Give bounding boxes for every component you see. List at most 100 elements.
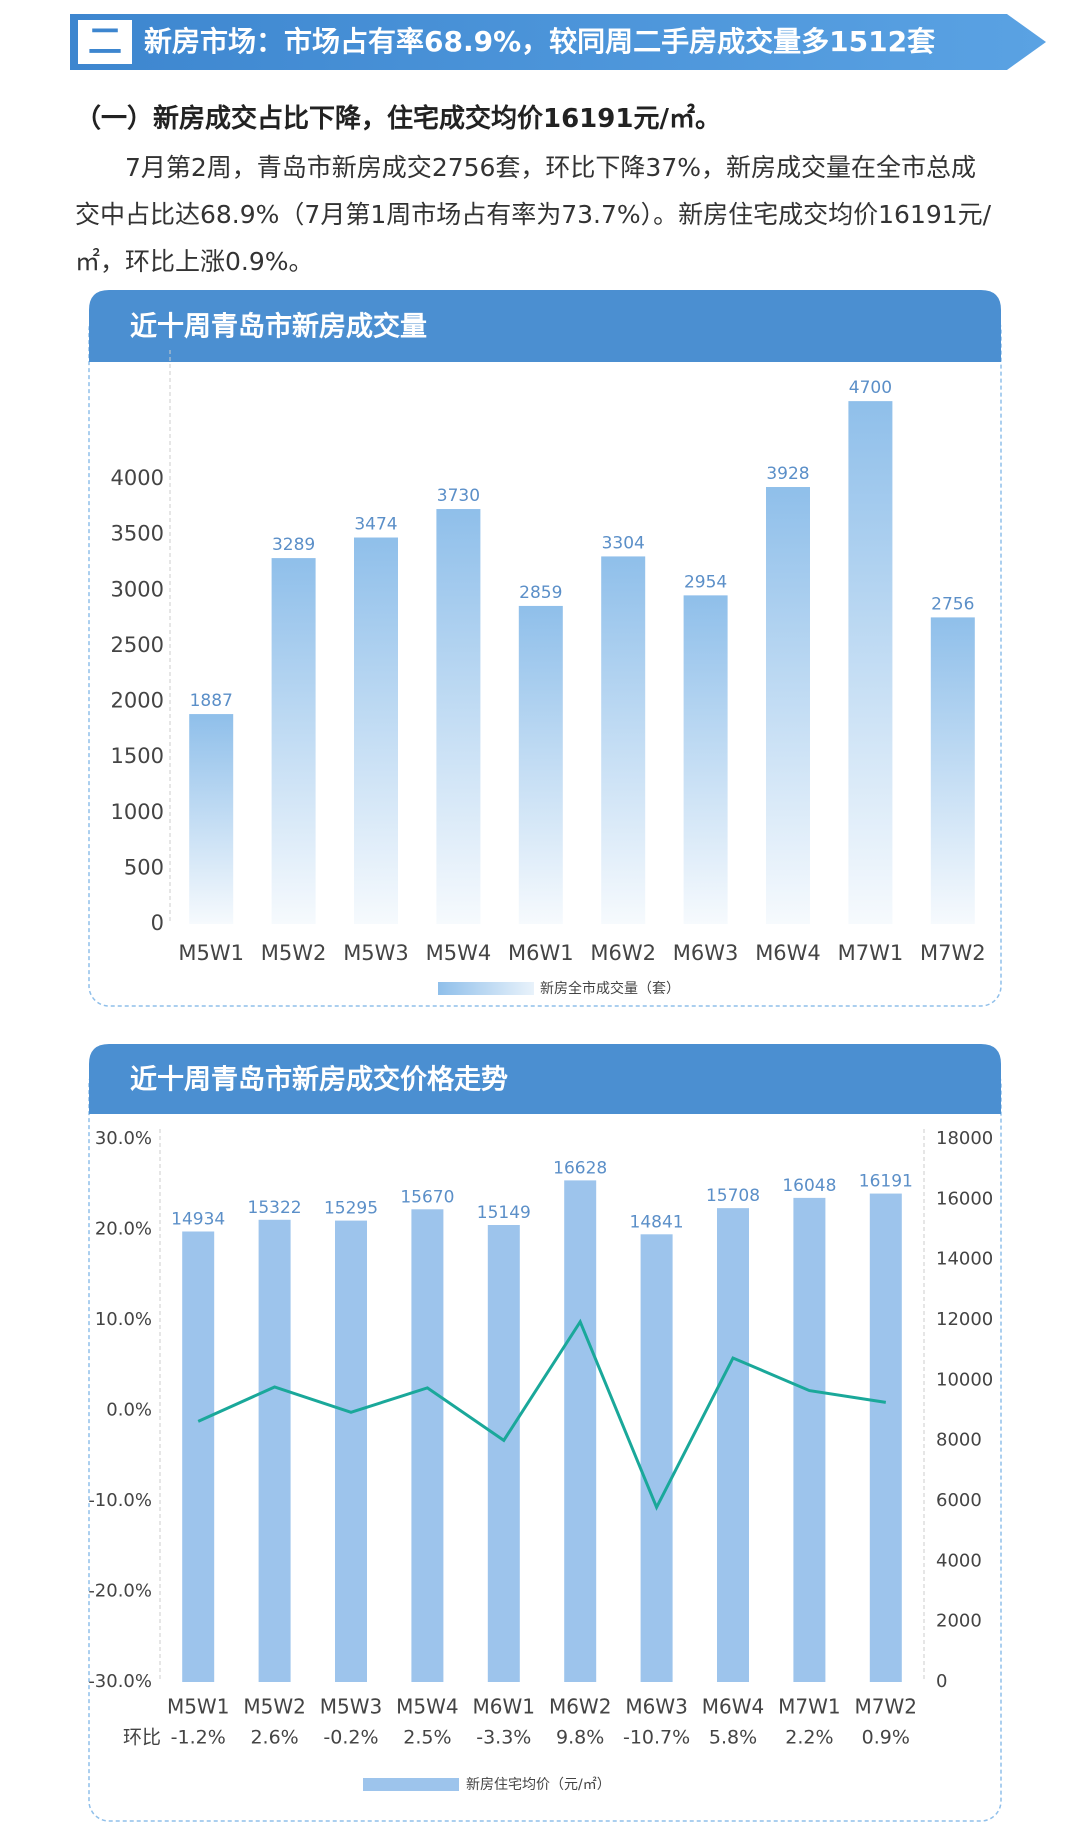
- y-tick-label: 3500: [111, 522, 164, 546]
- value-label: -3.3%: [476, 1727, 531, 1749]
- y2-tick-label: 16000: [936, 1188, 993, 1209]
- data-label: 14841: [630, 1212, 684, 1232]
- y-tick-label: 2500: [111, 633, 164, 657]
- x-tick-label: M6W4: [702, 1695, 764, 1719]
- data-label: 3304: [602, 533, 645, 553]
- y-tick-label: -30.0%: [88, 1671, 152, 1692]
- bar: [189, 714, 234, 924]
- bar: [487, 1225, 520, 1682]
- bar: [518, 605, 563, 924]
- x-tick-label: M6W4: [755, 941, 821, 965]
- y-tick-label: 3000: [111, 577, 164, 601]
- bar: [683, 595, 728, 924]
- bar: [182, 1231, 215, 1682]
- y-tick-label: 0.0%: [106, 1400, 152, 1421]
- data-label: 15670: [400, 1187, 454, 1207]
- section-banner: 二 新房市场：市场占有率68.9%，较同周二手房成交量多1512套: [70, 14, 1046, 70]
- x-tick-label: M7W1: [838, 941, 904, 965]
- x-tick-label: M6W3: [673, 941, 739, 965]
- line: [197, 1318, 887, 1511]
- data-label: 2859: [519, 583, 562, 603]
- bar: [869, 1193, 902, 1682]
- x-tick-label: M5W3: [343, 941, 409, 965]
- y2-tick-label: 12000: [936, 1309, 993, 1330]
- data-label: 16191: [859, 1172, 913, 1192]
- y-tick-label: 2000: [111, 689, 164, 713]
- y-tick-label: 4000: [111, 466, 164, 490]
- x-tick-label: M5W2: [261, 941, 327, 965]
- y2-tick-label: 4000: [936, 1550, 982, 1571]
- y-tick-label: 1000: [111, 800, 164, 824]
- bar: [271, 558, 316, 924]
- data-label: 3289: [272, 535, 315, 555]
- row-label: 环比: [123, 1727, 161, 1749]
- y2-tick-label: 14000: [936, 1249, 993, 1270]
- x-tick-label: M7W2: [855, 1695, 917, 1719]
- legend-swatch: [363, 1778, 459, 1791]
- y-tick-label: 500: [124, 855, 164, 879]
- x-tick-label: M7W1: [778, 1695, 840, 1719]
- data-label: 3928: [766, 464, 809, 484]
- value-label: -1.2%: [171, 1727, 226, 1749]
- value-label: 0.9%: [862, 1727, 910, 1749]
- data-label: 2954: [684, 572, 727, 592]
- data-label: 16628: [553, 1158, 607, 1178]
- x-tick-label: M6W1: [473, 1695, 535, 1719]
- chart-panel: 近十周青岛市新房成交价格走势 -30.0% -20.0% -10.0% 0.0% 10.…: [88, 1044, 1002, 1822]
- bar: [601, 556, 646, 924]
- x-tick-label: M7W2: [920, 941, 986, 965]
- bar: [640, 1234, 673, 1682]
- bar: [793, 1197, 826, 1682]
- subheading: （一）新房成交占比下降，住宅成交均价16191元/㎡。: [75, 104, 721, 134]
- value-label: 2.2%: [785, 1727, 833, 1749]
- value-label: 9.8%: [556, 1727, 604, 1749]
- chart-title: 近十周青岛市新房成交价格走势: [130, 1064, 508, 1096]
- y-tick-label: 20.0%: [95, 1219, 152, 1240]
- y-tick-label: -10.0%: [88, 1490, 152, 1511]
- y2-tick-label: 0: [936, 1671, 947, 1692]
- y-tick-label: -20.0%: [88, 1581, 152, 1602]
- y2-tick-label: 6000: [936, 1490, 982, 1511]
- x-tick-label: M6W2: [549, 1695, 611, 1719]
- x-tick-label: M6W2: [590, 941, 656, 965]
- y-tick-label: 10.0%: [95, 1309, 152, 1330]
- section-number: 二: [78, 20, 132, 64]
- value-label: -10.7%: [623, 1727, 690, 1749]
- y-tick-label: 30.0%: [95, 1128, 152, 1149]
- paragraph: 7月第2周，青岛市新房成交2756套，环比下降37%，新房成交量在全市总成交中占…: [75, 153, 992, 276]
- data-label: 15708: [706, 1186, 760, 1206]
- panel-header: [89, 290, 1001, 362]
- x-tick-label: M5W4: [426, 941, 492, 965]
- bar: [411, 1209, 444, 1682]
- x-tick-label: M6W3: [625, 1695, 687, 1719]
- x-tick-label: M5W4: [396, 1695, 458, 1719]
- data-label: 15322: [248, 1198, 302, 1218]
- bar: [354, 537, 398, 924]
- y-tick-label: 1500: [111, 744, 164, 768]
- y2-tick-label: 10000: [936, 1369, 993, 1390]
- bar: [258, 1219, 291, 1682]
- data-label: 2756: [931, 594, 974, 614]
- chart-title: 近十周青岛市新房成交量: [130, 311, 427, 343]
- x-tick-label: M5W1: [178, 941, 244, 965]
- value-label: -0.2%: [323, 1727, 378, 1749]
- data-label: 1887: [190, 691, 233, 711]
- data-label: 3474: [354, 515, 397, 535]
- legend-label: 新房住宅均价（元/㎡）: [466, 1777, 611, 1793]
- y2-tick-label: 2000: [936, 1611, 982, 1632]
- data-label: 4700: [849, 378, 892, 398]
- data-label: 16048: [782, 1176, 836, 1196]
- y2-tick-label: 18000: [936, 1128, 993, 1149]
- chart-panel: 近十周青岛市新房成交量 0 500 1000 1500 2000 2500 3000 3500…: [88, 290, 1002, 1007]
- data-label: 15295: [324, 1199, 378, 1219]
- bar: [930, 617, 975, 924]
- section-title: 新房市场：市场占有率68.9%，较同周二手房成交量多1512套: [144, 25, 936, 58]
- data-label: 3730: [437, 486, 480, 506]
- y-tick-label: 0: [151, 911, 164, 935]
- x-tick-label: M5W2: [243, 1695, 305, 1719]
- data-label: 15149: [477, 1203, 531, 1223]
- bar: [564, 1180, 597, 1682]
- bar: [436, 509, 481, 924]
- x-tick-label: M5W3: [320, 1695, 382, 1719]
